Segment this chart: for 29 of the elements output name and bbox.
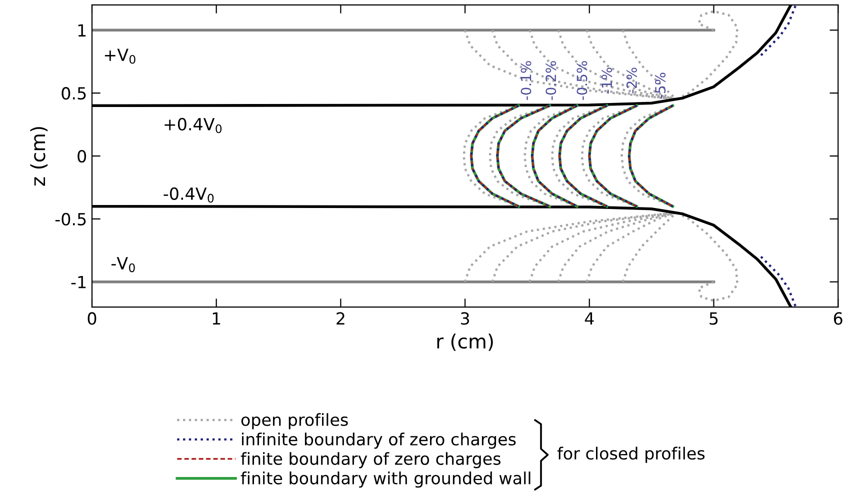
x-axis-title: r (cm) <box>437 334 493 351</box>
y-tick-label: 1 <box>78 24 86 36</box>
legend-label: open profiles <box>241 413 348 430</box>
y-tick-label: -1 <box>71 276 86 288</box>
y-axis-title: z (cm) <box>30 127 48 186</box>
x-tick-label: 4 <box>584 312 594 325</box>
text: for closed profiles <box>557 446 705 463</box>
legend-label: finite boundary of zero charges <box>240 452 500 468</box>
legend-label: infinite boundary of zero charges <box>242 432 516 449</box>
x-tick-label: 1 <box>212 312 220 325</box>
y-tick-label: -0.5 <box>55 212 86 226</box>
annotation: -0.4V$_{0}$ <box>164 187 214 203</box>
x-tick-label: 6 <box>834 312 842 325</box>
x-tick-label: 3 <box>461 312 470 325</box>
x-tick-label: 0 <box>88 312 96 325</box>
x-tick-label: 5 <box>710 312 718 325</box>
annotation: -5% <box>655 72 666 98</box>
annotation: -0.5% <box>576 61 588 100</box>
annotation: -2% <box>626 68 637 94</box>
annotation: +V$_{0}$ <box>104 48 136 64</box>
y-tick-label: 0 <box>78 150 86 163</box>
annotation: +0.4V$_{0}$ <box>164 118 222 134</box>
legend-label: finite boundary with grounded wall <box>240 472 530 488</box>
annotation: -0.2% <box>546 61 556 100</box>
annotation: -V$_{0}$ <box>111 257 135 272</box>
y-tick-label: 0.5 <box>62 87 86 100</box>
x-tick-label: 2 <box>336 312 344 325</box>
annotation: -0.1% <box>520 61 532 100</box>
annotation: -1% <box>602 68 612 94</box>
